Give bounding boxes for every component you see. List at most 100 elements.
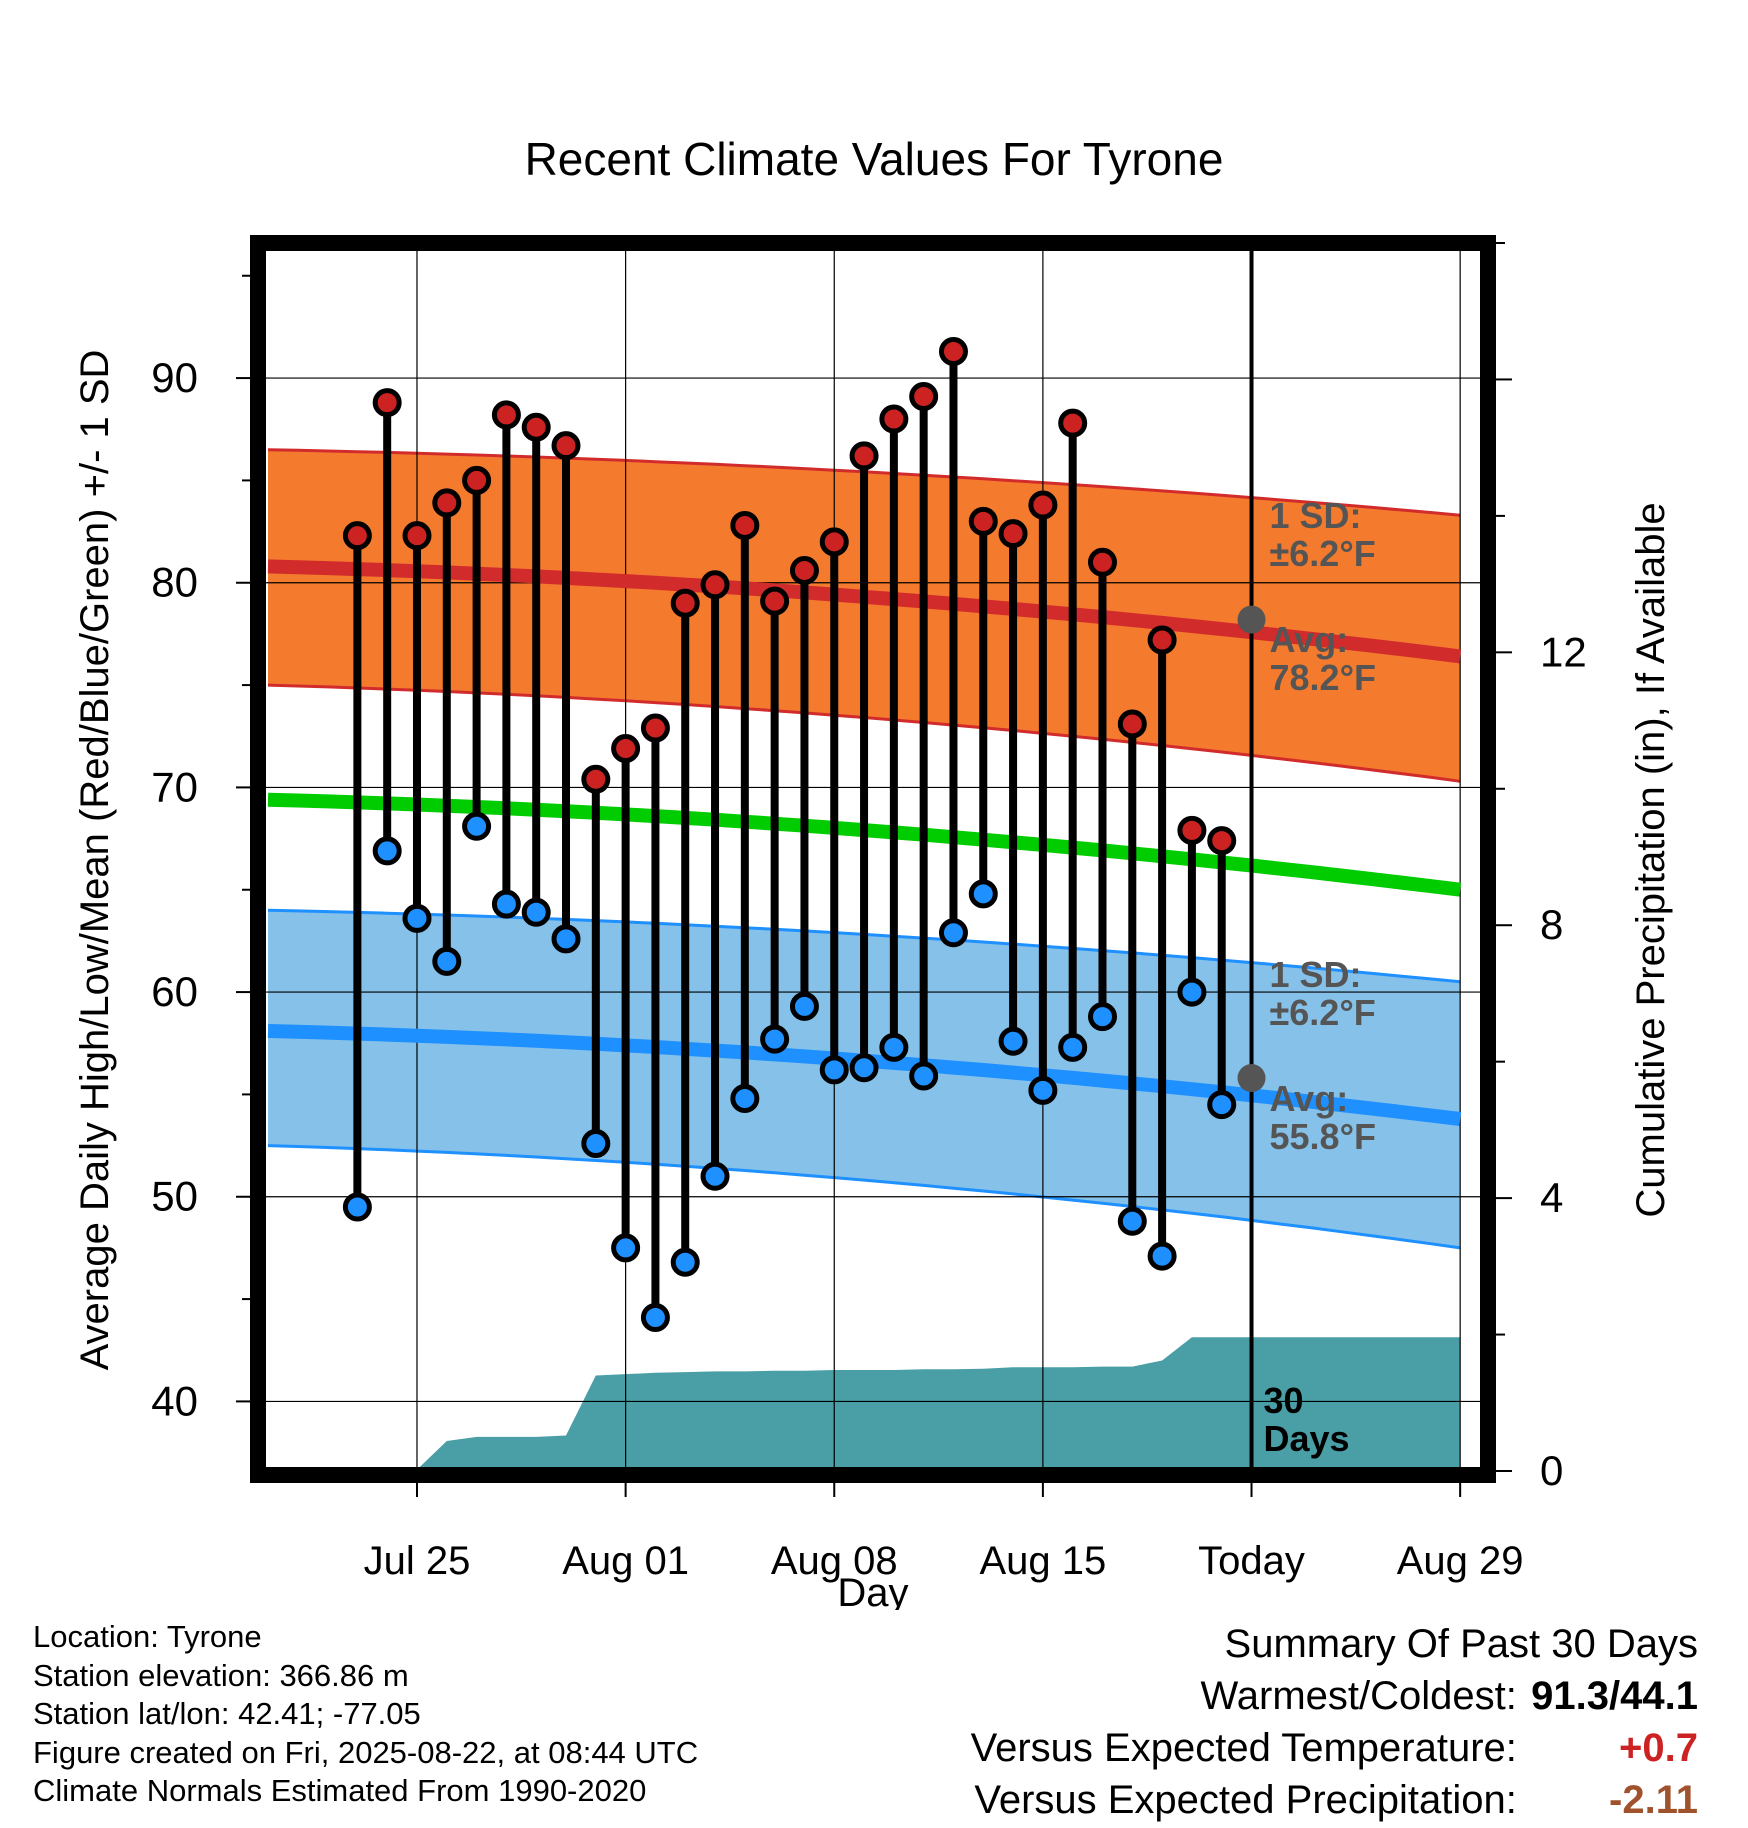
high-sd-annotation-line: 1 SD:	[1270, 495, 1362, 536]
daily-high-dot	[342, 521, 372, 551]
x-tick-label: Aug 29	[1397, 1539, 1524, 1583]
x-tick-label: Jul 25	[364, 1539, 471, 1583]
y2-tick-label: 12	[1540, 628, 1587, 675]
low-sd-annotation-line: ±6.2°F	[1270, 992, 1376, 1033]
daily-high-dot	[581, 764, 611, 794]
summary-title: Summary Of Past 30 Days	[1224, 1622, 1698, 1666]
daily-high-dot	[491, 400, 521, 430]
daily-high-dot	[521, 412, 551, 442]
daily-high-dot	[551, 431, 581, 461]
today-normal-low-marker	[1237, 1064, 1266, 1093]
daily-high-dot	[432, 488, 462, 518]
daily-high-dot	[640, 713, 670, 743]
daily-low-dot	[700, 1161, 730, 1191]
x-tick-label: Aug 15	[979, 1539, 1106, 1583]
x-tick-label: Aug 01	[562, 1539, 689, 1583]
y-tick-label: 80	[151, 559, 198, 606]
precip-days-annotation: 30 Days	[1264, 1380, 1350, 1459]
daily-low-dot	[998, 1026, 1028, 1056]
daily-high-dot	[1087, 547, 1117, 577]
daily-low-dot	[640, 1303, 670, 1332]
y2-tick-label: 0	[1540, 1447, 1563, 1494]
precip-label: Versus Expected Precipitation:	[974, 1778, 1517, 1822]
chart-title: Recent Climate Values For Tyrone	[525, 133, 1224, 185]
daily-high-dot	[1177, 815, 1207, 845]
low-avg-annotation-line: 55.8°F	[1270, 1116, 1376, 1157]
daily-high-dot	[909, 382, 939, 411]
summary-temperature: Versus Expected Temperature: +0.7	[971, 1722, 1698, 1774]
daily-low-dot	[879, 1032, 909, 1062]
precip-value: -2.11	[1609, 1778, 1698, 1822]
low-sd-annotation: 1 SD: ±6.2°F	[1270, 954, 1376, 1033]
daily-low-dot	[909, 1061, 939, 1091]
daily-high-dot	[1207, 826, 1237, 856]
daily-low-dot	[849, 1053, 879, 1083]
daily-high-dot	[760, 586, 790, 616]
daily-low-dot	[1117, 1206, 1147, 1236]
x-tick-label: Aug 08	[771, 1539, 898, 1583]
y-tick-label: 70	[151, 763, 198, 810]
daily-high-dot	[1117, 709, 1147, 739]
daily-high-dot	[998, 519, 1028, 549]
daily-low-dot	[551, 924, 581, 954]
daily-low-dot	[521, 897, 551, 927]
y-tick-label: 40	[151, 1377, 198, 1424]
daily-high-dot	[700, 570, 730, 600]
precipitation-area	[268, 1337, 1461, 1471]
daily-low-dot	[491, 889, 521, 919]
daily-high-dot	[372, 388, 402, 418]
daily-low-dot	[1058, 1032, 1088, 1062]
high-sd-annotation: 1 SD: ±6.2°F	[1270, 495, 1376, 574]
daily-low-dot	[611, 1233, 641, 1263]
summary-precipitation: Versus Expected Precipitation: -2.11	[971, 1774, 1698, 1826]
low-avg-annotation: Avg: 55.8°F	[1270, 1078, 1376, 1157]
location-text: Location: Tyrone	[33, 1619, 262, 1654]
low-avg-annotation-line: Avg:	[1270, 1078, 1349, 1119]
high-avg-annotation: Avg: 78.2°F	[1270, 619, 1376, 698]
daily-high-dot	[968, 506, 998, 536]
daily-low-dot	[1177, 977, 1207, 1007]
daily-low-dot	[819, 1055, 849, 1085]
daily-high-dot	[462, 465, 492, 495]
daily-low-dot	[760, 1024, 790, 1054]
today-normal-high-marker	[1237, 605, 1266, 634]
daily-low-dot	[372, 836, 402, 866]
y-axis-right: 0 4 8 12	[1496, 242, 1587, 1494]
daily-low-dot	[1207, 1090, 1237, 1120]
daily-high-dot	[879, 404, 909, 434]
warm-cold-value: 91.3/44.1	[1531, 1674, 1698, 1718]
y-tick-label: 50	[151, 1173, 198, 1220]
daily-low-dot	[1087, 1002, 1117, 1032]
daily-low-dot	[730, 1084, 760, 1114]
precip-days-annotation-line: Days	[1264, 1418, 1350, 1459]
daily-high-dot	[938, 336, 968, 366]
warm-cold-label: Warmest/Coldest:	[1200, 1674, 1517, 1718]
daily-high-dot	[789, 555, 819, 585]
elevation-text: Station elevation: 366.86 m	[33, 1657, 409, 1693]
daily-low-dot	[462, 811, 492, 841]
y-axis-left: 40 50 60 70 80 90	[151, 274, 250, 1424]
daily-high-dot	[730, 510, 760, 540]
summary-warm-cold: Warmest/Coldest: 91.3/44.1	[971, 1670, 1699, 1722]
precip-days-annotation-line: 30	[1264, 1380, 1304, 1421]
y-tick-label: 60	[151, 968, 198, 1015]
low-sd-band-lower-edge	[267, 1144, 1461, 1250]
daily-low-dot	[670, 1247, 700, 1277]
y2-tick-label: 4	[1540, 1174, 1563, 1221]
daily-low-dot	[342, 1192, 372, 1222]
daily-low-dot	[432, 946, 462, 976]
high-sd-annotation-line: ±6.2°F	[1270, 533, 1376, 574]
high-avg-annotation-line: 78.2°F	[1270, 657, 1376, 698]
daily-high-dot	[670, 588, 700, 618]
x-tick-label: Today	[1198, 1539, 1305, 1583]
daily-low-dot	[968, 879, 998, 909]
x-axis-label: Day	[837, 1571, 908, 1610]
daily-high-dot	[819, 527, 849, 557]
daily-low-dot	[789, 991, 819, 1021]
temp-label: Versus Expected Temperature:	[970, 1726, 1517, 1770]
daily-low-dot	[402, 903, 432, 933]
y-axis-label: Average Daily High/Low/Mean (Red/Blue/Gr…	[73, 350, 117, 1371]
daily-low-dot	[581, 1129, 611, 1159]
y2-tick-label: 8	[1540, 901, 1563, 948]
